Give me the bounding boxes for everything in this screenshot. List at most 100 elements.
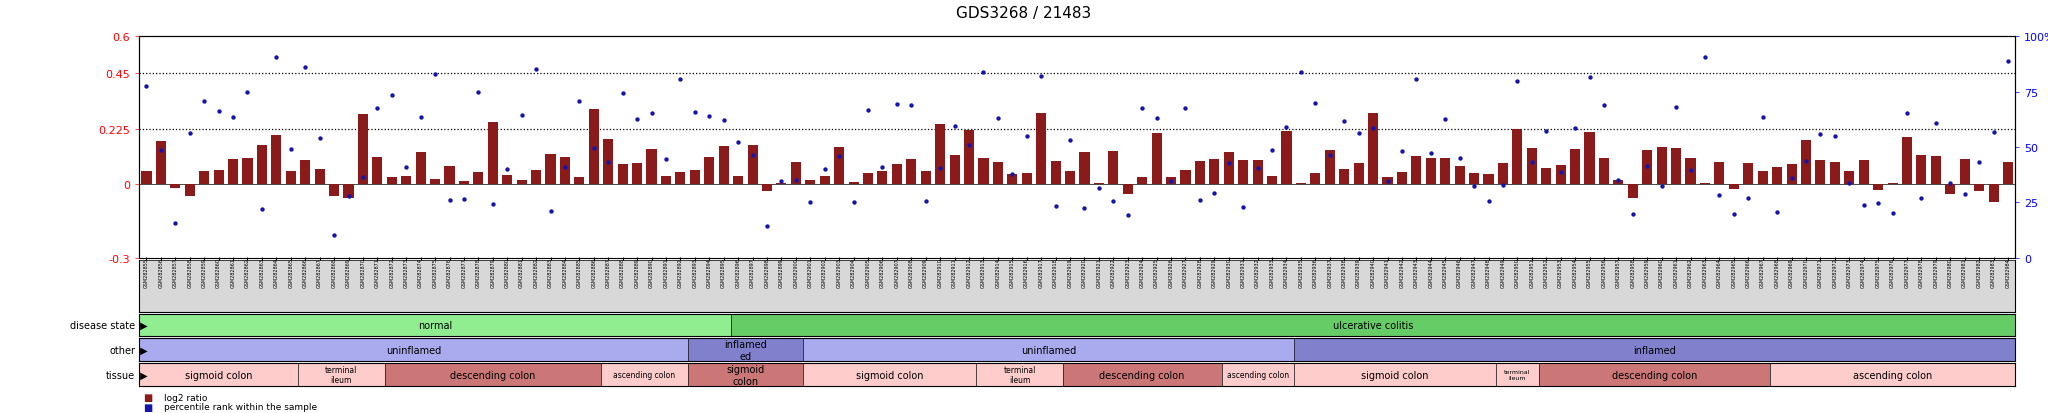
Bar xyxy=(1571,150,1581,185)
Bar xyxy=(1165,178,1176,185)
Bar xyxy=(676,173,686,185)
Point xyxy=(995,171,1028,178)
Bar xyxy=(1989,185,1999,203)
Point xyxy=(578,145,610,152)
Bar xyxy=(1497,164,1507,185)
Bar xyxy=(1628,185,1638,199)
Bar xyxy=(1151,133,1161,185)
Point xyxy=(1155,178,1188,185)
Point xyxy=(346,174,379,180)
Point xyxy=(852,108,885,114)
Bar xyxy=(877,171,887,185)
Bar xyxy=(502,176,512,185)
Point xyxy=(1790,158,1823,165)
Bar xyxy=(139,363,299,386)
Point xyxy=(1487,182,1520,189)
Text: normal: normal xyxy=(418,320,453,330)
Bar xyxy=(1079,152,1090,185)
Point xyxy=(535,208,567,215)
Point xyxy=(1098,198,1130,205)
Bar xyxy=(545,154,555,185)
Point xyxy=(1976,129,2009,136)
Bar xyxy=(1946,185,1956,195)
Bar xyxy=(256,146,266,185)
Point xyxy=(1212,160,1245,167)
Point xyxy=(160,220,193,227)
Bar xyxy=(1354,164,1364,185)
Bar xyxy=(1542,169,1550,185)
Bar xyxy=(688,363,803,386)
Point xyxy=(289,65,322,71)
Point xyxy=(1053,137,1085,144)
Point xyxy=(1284,70,1317,76)
Bar xyxy=(1511,130,1522,185)
Bar xyxy=(618,164,629,185)
Point xyxy=(174,131,207,138)
Point xyxy=(621,117,653,123)
Bar xyxy=(473,172,483,185)
Point xyxy=(635,110,668,116)
Point xyxy=(1919,121,1952,127)
Bar xyxy=(213,171,223,185)
Point xyxy=(881,101,913,108)
Point xyxy=(1198,191,1231,197)
Bar xyxy=(1495,363,1538,386)
Bar xyxy=(1556,166,1567,185)
Point xyxy=(145,148,178,154)
Text: inflamed
ed: inflamed ed xyxy=(725,339,766,361)
Point xyxy=(1559,126,1591,132)
Bar xyxy=(1022,173,1032,185)
Text: terminal
ileum: terminal ileum xyxy=(326,365,358,385)
Bar xyxy=(705,158,715,185)
Bar xyxy=(2003,163,2013,185)
Bar xyxy=(862,173,872,185)
Point xyxy=(1962,159,1995,166)
Point xyxy=(1270,125,1303,131)
Bar xyxy=(1008,175,1018,185)
Bar xyxy=(819,176,829,185)
Point xyxy=(766,178,799,185)
Bar xyxy=(139,314,731,337)
Point xyxy=(1905,196,1937,202)
Text: GDS3268 / 21483: GDS3268 / 21483 xyxy=(956,6,1092,21)
Bar xyxy=(1700,183,1710,185)
Bar xyxy=(156,142,166,185)
Bar xyxy=(530,170,541,185)
Bar xyxy=(270,135,281,185)
Bar xyxy=(977,363,1063,386)
Point xyxy=(866,164,899,171)
Bar xyxy=(1874,185,1884,190)
Bar xyxy=(1454,166,1464,185)
Bar xyxy=(1657,147,1667,185)
Point xyxy=(1430,116,1462,123)
Bar xyxy=(719,147,729,185)
Bar xyxy=(1888,183,1898,185)
Bar xyxy=(979,159,989,185)
Bar xyxy=(1296,184,1307,185)
Point xyxy=(952,143,985,150)
Bar xyxy=(1180,171,1190,185)
Text: sigmoid colon: sigmoid colon xyxy=(184,370,252,380)
Point xyxy=(1833,180,1866,187)
Text: ▶: ▶ xyxy=(137,320,147,330)
Bar xyxy=(805,181,815,185)
Text: other: other xyxy=(109,345,135,355)
Point xyxy=(389,164,422,171)
Point xyxy=(752,223,784,230)
Text: descending colon: descending colon xyxy=(1612,370,1698,380)
Point xyxy=(692,114,725,120)
Text: ▶: ▶ xyxy=(137,345,147,355)
Point xyxy=(506,112,539,119)
Bar xyxy=(373,158,383,185)
Text: ascending colon: ascending colon xyxy=(1227,370,1288,379)
Point xyxy=(780,177,813,183)
Point xyxy=(1069,205,1102,211)
Point xyxy=(1673,167,1706,174)
Point xyxy=(332,194,365,200)
Point xyxy=(721,140,754,146)
Bar xyxy=(1860,161,1868,185)
Bar xyxy=(199,172,209,185)
Text: ascending colon: ascending colon xyxy=(1853,370,1931,380)
Bar xyxy=(1815,161,1825,185)
Text: descending colon: descending colon xyxy=(1100,370,1186,380)
